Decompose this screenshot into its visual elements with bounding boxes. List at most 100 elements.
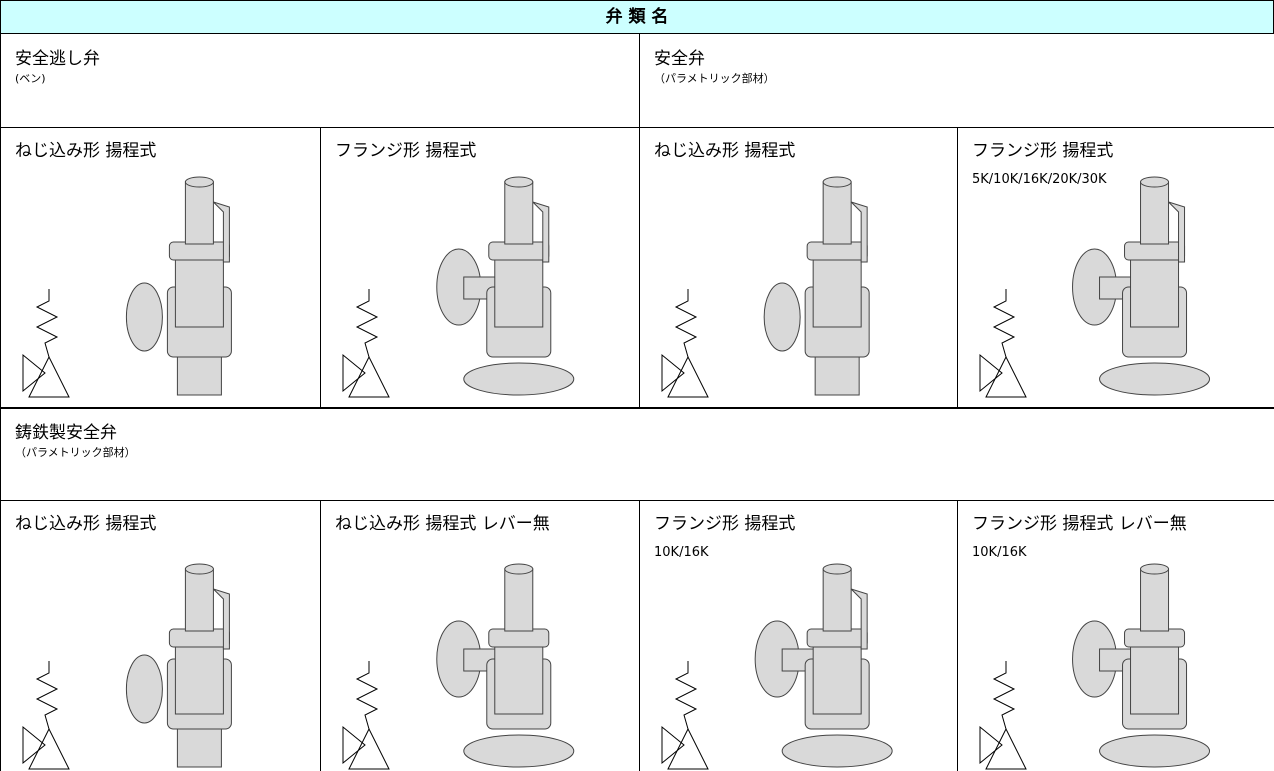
collar — [488, 628, 550, 648]
group-cell: 安全逃し弁 (ベン) — [0, 33, 640, 128]
item-spec: 5K/10K/16K/20K/30K — [972, 172, 1107, 187]
valve-illustration — [22, 563, 232, 770]
lever — [850, 201, 868, 263]
valve-illustration — [661, 176, 870, 398]
item-cell: フランジ形 揚程式 5K/10K/16K/20K/30K — [957, 127, 1274, 409]
symbol-triangle — [342, 353, 366, 393]
symbol-spring — [674, 661, 698, 730]
group-name: 鋳鉄製安全弁 — [15, 423, 117, 443]
symbol-triangle — [348, 355, 390, 398]
collar — [168, 241, 230, 261]
bonnet — [1130, 643, 1180, 715]
valve-illustration — [979, 563, 1211, 770]
cap-top — [1140, 563, 1170, 575]
cap — [504, 568, 534, 632]
valve-illustration — [979, 176, 1211, 398]
item-name: フランジ形 揚程式 — [335, 141, 477, 161]
lever — [213, 588, 230, 650]
outlet-flange — [1099, 734, 1211, 768]
cap-top — [1140, 176, 1170, 188]
collar — [806, 241, 868, 261]
cap-top — [184, 176, 214, 188]
inlet — [125, 282, 163, 352]
outlet — [176, 356, 222, 396]
item-name: フランジ形 揚程式 レバー無 — [972, 514, 1187, 534]
cap-top — [504, 176, 534, 188]
symbol-spring — [355, 661, 379, 730]
item-cell: フランジ形 揚程式 レバー無 10K/16K — [957, 500, 1274, 771]
group-note: （パラメトリック部材） — [15, 446, 136, 459]
symbol-triangle — [28, 727, 70, 770]
lever — [532, 201, 550, 263]
item-name: フランジ形 揚程式 — [972, 141, 1114, 161]
symbol-triangle — [348, 727, 390, 770]
outlet-flange — [463, 734, 575, 768]
symbol-triangle — [22, 353, 46, 393]
item-name: フランジ形 揚程式 — [654, 514, 796, 534]
item-spec: 10K/16K — [654, 545, 709, 560]
inlet — [763, 282, 801, 352]
symbol-triangle — [661, 353, 685, 393]
group-note: （パラメトリック部材） — [654, 72, 775, 85]
outlet-flange — [1099, 362, 1211, 396]
cap-top — [822, 563, 852, 575]
item-cell: フランジ形 揚程式 — [320, 127, 640, 409]
lever — [850, 588, 868, 650]
symbol-triangle — [342, 725, 366, 765]
symbol-triangle — [667, 727, 709, 770]
item-cell: ねじ込み形 揚程式 — [639, 127, 958, 409]
item-cell: ねじ込み形 揚程式 レバー無 — [320, 500, 640, 771]
group-note: (ベン) — [15, 72, 46, 85]
symbol-spring — [355, 289, 379, 358]
cap — [1140, 568, 1170, 632]
item-name: ねじ込み形 揚程式 レバー無 — [335, 514, 550, 534]
item-name: ねじ込み形 揚程式 — [654, 141, 796, 161]
cap-top — [504, 563, 534, 575]
symbol-spring — [674, 289, 698, 358]
valve-illustration — [22, 176, 232, 398]
symbol-triangle — [985, 355, 1027, 398]
item-spec: 10K/16K — [972, 545, 1027, 560]
outlet — [176, 728, 222, 768]
collar — [806, 628, 868, 648]
valve-illustration — [661, 563, 893, 770]
table-header: 弁 類 名 — [0, 0, 1274, 34]
cap-top — [822, 176, 852, 188]
cap — [184, 568, 214, 632]
symbol-triangle — [22, 725, 46, 765]
lever — [1168, 201, 1186, 263]
cap — [184, 181, 214, 245]
valve-illustration — [342, 176, 575, 398]
outlet-flange — [463, 362, 575, 396]
group-cell: 鋳鉄製安全弁 （パラメトリック部材） — [0, 407, 1274, 501]
symbol-spring — [992, 289, 1016, 358]
cap — [504, 181, 534, 245]
bonnet — [812, 643, 862, 715]
item-name: ねじ込み形 揚程式 — [15, 514, 157, 534]
group-name: 安全逃し弁 — [15, 49, 100, 69]
cap-top — [184, 563, 214, 575]
cap — [822, 181, 852, 245]
lever — [213, 201, 230, 263]
collar — [1124, 241, 1186, 261]
item-cell: フランジ形 揚程式 10K/16K — [639, 500, 958, 771]
bonnet — [494, 643, 544, 715]
group-name: 安全弁 — [654, 49, 705, 69]
valve-illustration — [342, 563, 575, 770]
bonnet — [1130, 256, 1180, 328]
bonnet — [174, 256, 224, 328]
group-cell: 安全弁 （パラメトリック部材） — [639, 33, 1274, 128]
symbol-triangle — [28, 355, 70, 398]
bonnet — [494, 256, 544, 328]
cap — [1140, 181, 1170, 245]
collar — [488, 241, 550, 261]
bonnet — [174, 643, 224, 715]
symbol-triangle — [979, 725, 1003, 765]
symbol-triangle — [661, 725, 685, 765]
outlet-flange — [781, 734, 893, 768]
symbol-spring — [992, 661, 1016, 730]
inlet — [125, 654, 163, 724]
item-cell: ねじ込み形 揚程式 — [0, 500, 321, 771]
bonnet — [812, 256, 862, 328]
